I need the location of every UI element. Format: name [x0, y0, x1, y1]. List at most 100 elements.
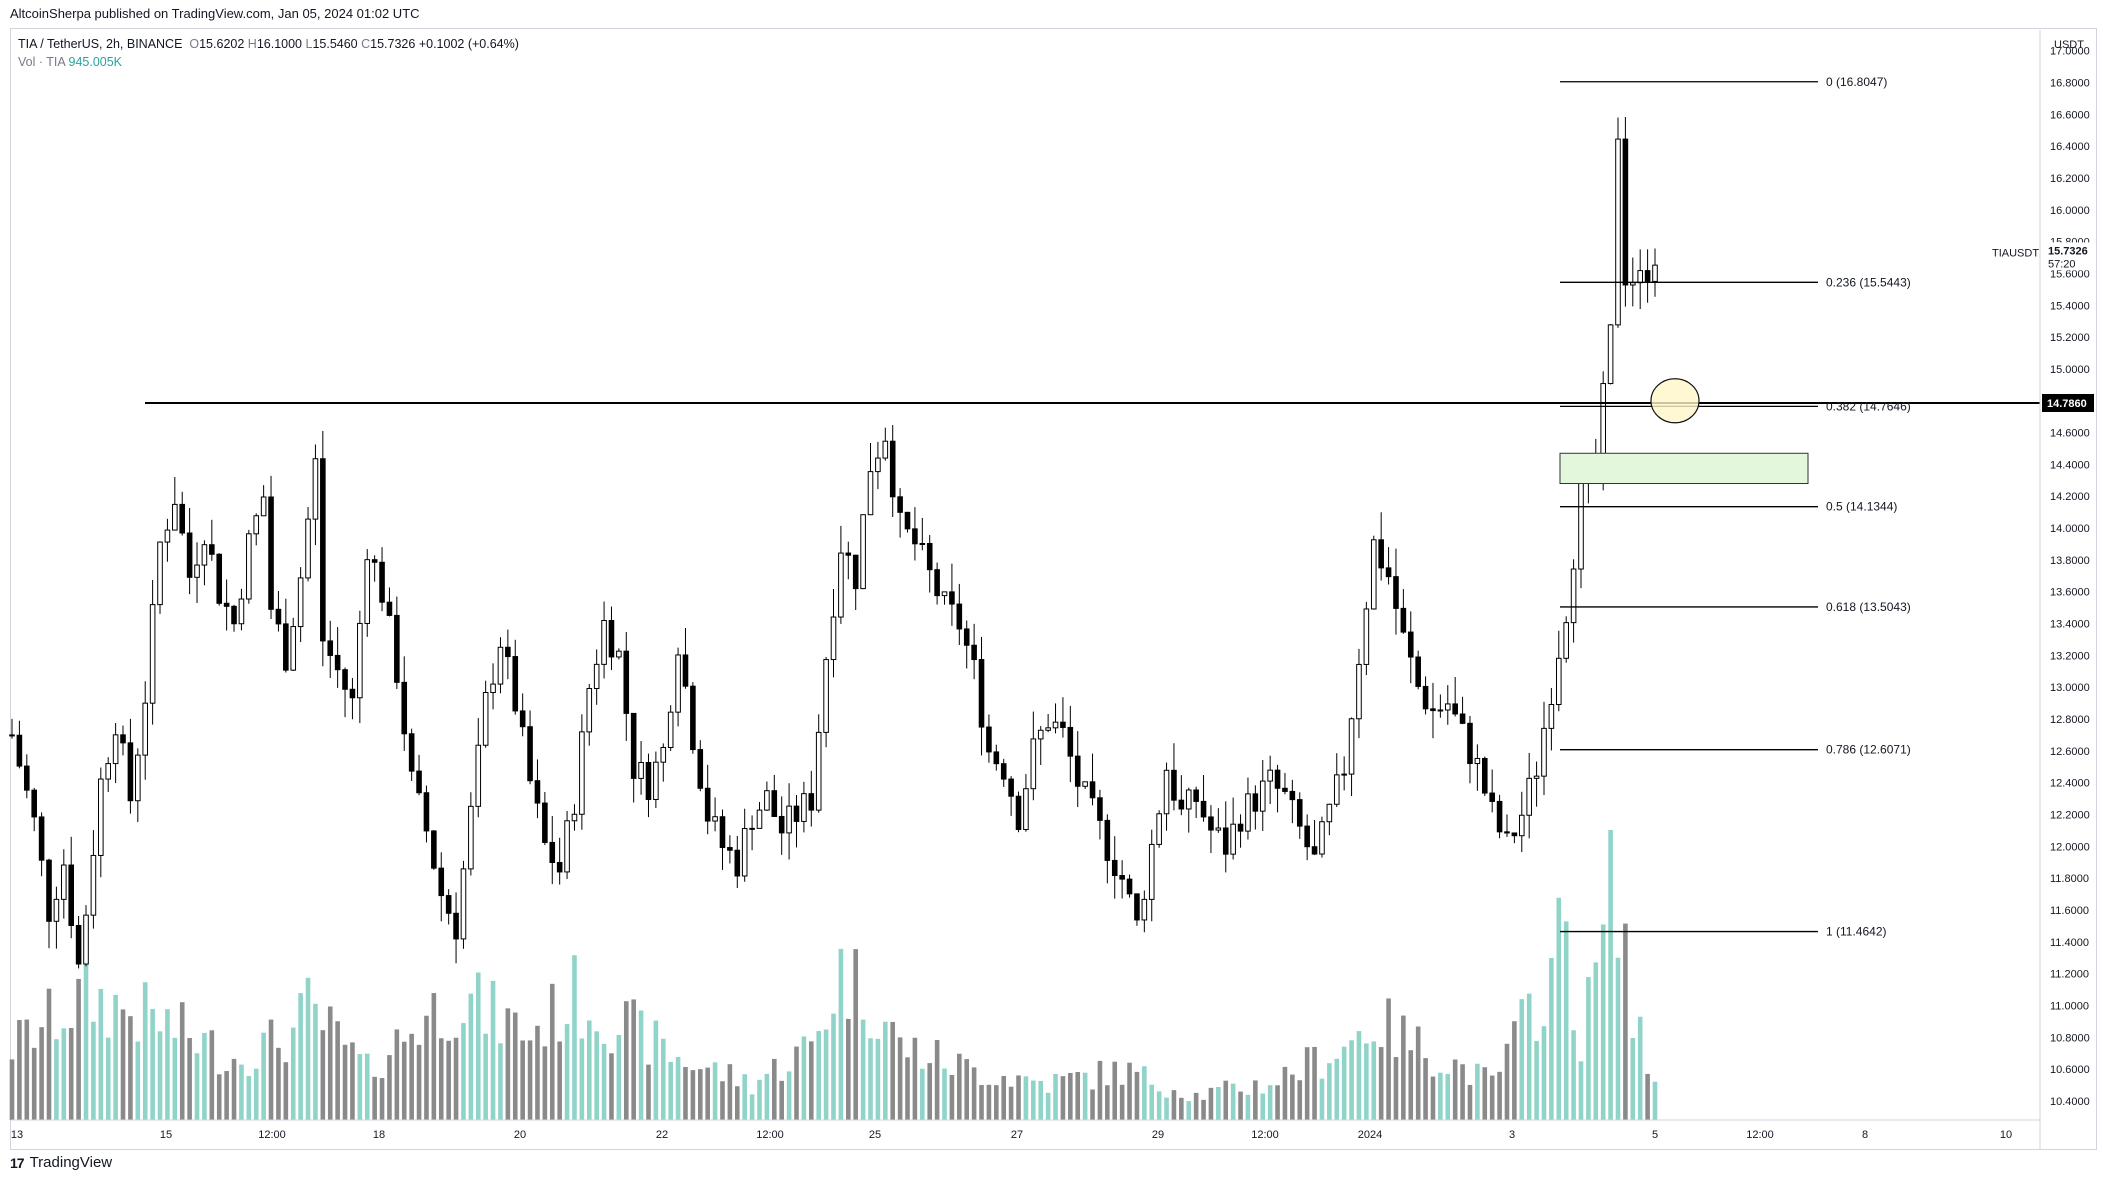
volume-bar [1031, 1080, 1036, 1120]
volume-bar [1001, 1075, 1007, 1120]
time-tick-label: 13 [11, 1129, 23, 1141]
candle-body [16, 734, 23, 767]
candle-body [638, 762, 644, 779]
candle-body [1119, 875, 1125, 880]
volume-bar [335, 1021, 340, 1120]
candle-body [956, 603, 963, 630]
price-tick-label: 16.8000 [2050, 78, 2090, 90]
candle-body [712, 816, 718, 822]
candle-body [157, 541, 163, 606]
legend-symbol[interactable]: TIA / TetherUS, 2h, BINANCE [18, 37, 183, 51]
candle-body [1008, 778, 1014, 797]
candle-body [1030, 738, 1037, 790]
volume-bar [1378, 1047, 1384, 1120]
volume-bar [142, 982, 148, 1120]
volume-bar [734, 1086, 740, 1120]
time-tick-label: 5 [1652, 1129, 1658, 1141]
volume-bar [1460, 1064, 1465, 1120]
candle-body [164, 529, 171, 543]
price-tick-label: 14.2000 [2050, 491, 2090, 503]
volume-bar [157, 1031, 163, 1120]
volume-bar [76, 978, 81, 1120]
volume-bar [986, 1084, 992, 1120]
candle-body [1467, 722, 1473, 765]
price-tick-label: 16.0000 [2050, 205, 2090, 217]
volume-bar [1549, 957, 1554, 1120]
volume-bar [712, 1062, 718, 1120]
candle-body [675, 654, 681, 713]
volume-bar [179, 1002, 185, 1120]
volume-bar [246, 1076, 252, 1120]
volume-bar [927, 1063, 933, 1120]
volume-bar [1253, 1080, 1258, 1120]
volume-bar [54, 1039, 59, 1120]
candle-body [786, 805, 792, 834]
volume-bars [9, 830, 1658, 1120]
volume-bar [912, 1037, 918, 1120]
volume-bar [1134, 1071, 1140, 1120]
volume-bar [61, 1028, 67, 1120]
resistance-price-tag [2042, 393, 2094, 412]
volume-bar [253, 1068, 259, 1120]
volume-bar [1097, 1060, 1103, 1120]
volume-bar [868, 1038, 873, 1120]
volume-bar [1452, 1059, 1458, 1120]
volume-bar [1327, 1063, 1332, 1120]
candle-body [453, 912, 459, 940]
price-tick-label: 14.4000 [2050, 459, 2090, 471]
candle-body [1015, 795, 1022, 831]
price-tick-label: 15.2000 [2050, 332, 2090, 344]
last-price-tag-bg [2044, 242, 2092, 271]
candle-body [852, 554, 859, 590]
candle-body [963, 628, 970, 646]
volume-bar [357, 1054, 363, 1120]
price-tick-label: 13.2000 [2050, 650, 2090, 662]
candle-body [1171, 769, 1177, 801]
volume-bar [17, 1020, 22, 1120]
volume-bar [697, 1069, 703, 1120]
candle-body [297, 577, 304, 628]
volume-bar [1371, 1041, 1377, 1120]
volume-bar [290, 1027, 296, 1120]
candle-body [1185, 789, 1192, 810]
candle-body [815, 731, 822, 811]
candle-body [31, 789, 37, 818]
volume-bar [586, 1020, 592, 1120]
volume-bar [379, 1078, 385, 1120]
time-tick-label: 15 [160, 1129, 172, 1141]
candle-body [1037, 729, 1044, 740]
volume-bar [616, 1034, 622, 1120]
volume-bar [320, 1030, 326, 1120]
volume-bar [446, 1040, 451, 1120]
volume-bar [527, 1040, 533, 1120]
volume-bar [1556, 897, 1562, 1120]
volume-bar [757, 1079, 762, 1120]
candle-body [704, 787, 711, 822]
candle-body [793, 805, 800, 822]
volume-bar [276, 1047, 281, 1120]
volume-bar [1489, 1075, 1495, 1120]
candle-body [1489, 792, 1495, 802]
candle-body [482, 692, 489, 746]
candle-body [1415, 656, 1421, 687]
volume-bar [749, 1094, 755, 1120]
footer-brand[interactable]: 17 TradingView [10, 1154, 112, 1171]
volume-bar [261, 1032, 266, 1120]
candle-body [371, 559, 378, 563]
candle-body [1259, 780, 1266, 812]
candle-body [127, 742, 134, 802]
candle-body [690, 685, 696, 751]
candle-body [1563, 622, 1569, 659]
candle-body [1208, 816, 1214, 831]
candle-body [926, 542, 933, 571]
candle-body [120, 734, 126, 744]
legend-volume-label[interactable]: Vol · TIA [18, 55, 66, 69]
volume-bar [438, 1038, 444, 1120]
candle-body [586, 687, 593, 733]
candle-body [1319, 821, 1325, 855]
candle-body [645, 762, 652, 800]
volume-bar [128, 1016, 133, 1120]
candle-body [283, 623, 289, 671]
